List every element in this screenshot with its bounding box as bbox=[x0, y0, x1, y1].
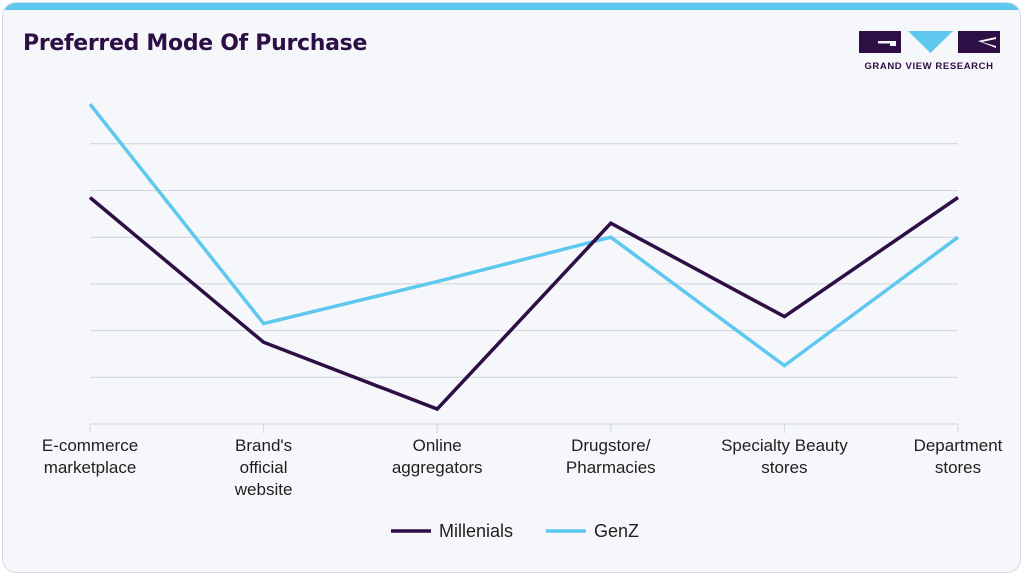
x-tick-label-line: Drugstore/ bbox=[571, 436, 651, 455]
x-tick-label: Brand's official website bbox=[234, 436, 293, 499]
x-tick-label: Department stores bbox=[914, 436, 1003, 477]
x-tick-label: Drugstore/Pharmacies bbox=[566, 436, 656, 477]
x-tick-label-line: aggregators bbox=[392, 458, 483, 477]
logo-text: GRAND VIEW RESEARCH bbox=[864, 61, 994, 72]
x-tick-label-line: Online bbox=[413, 436, 462, 455]
x-tick-label-line: stores bbox=[761, 458, 807, 477]
x-tick-label-line: website bbox=[234, 480, 293, 499]
x-tick-label-line: Brand's bbox=[235, 436, 292, 455]
x-tick-label-line: marketplace bbox=[44, 458, 137, 477]
series-line-genz bbox=[88, 103, 960, 368]
x-tick-label-line: Pharmacies bbox=[566, 458, 656, 477]
x-tick-label: E-commerce marketplace bbox=[42, 436, 138, 477]
accent-bar bbox=[3, 3, 1020, 10]
x-tick-label-line: Department bbox=[914, 436, 1003, 455]
logo-mark-icon bbox=[859, 31, 1000, 53]
chart-title: Preferred Mode Of Purchase bbox=[23, 31, 368, 56]
legend-label-genz: GenZ bbox=[594, 521, 639, 541]
x-tick-label: Online aggregators bbox=[392, 436, 483, 477]
x-tick-label: Specialty Beauty stores bbox=[721, 436, 848, 477]
series-line-millenials bbox=[88, 196, 959, 412]
x-tick-label-line: E-commerce bbox=[42, 436, 138, 455]
grand-view-research-logo: GRAND VIEW RESEARCH bbox=[856, 28, 1002, 74]
line-chart: E-commerce marketplace Brand's official webs… bbox=[42, 103, 1003, 541]
x-tick-label-line: stores bbox=[935, 458, 981, 477]
x-tick-label-line: Specialty Beauty bbox=[721, 436, 848, 455]
legend-label-millenials: Millenials bbox=[439, 521, 513, 541]
x-tick-label-line: official bbox=[240, 458, 288, 477]
